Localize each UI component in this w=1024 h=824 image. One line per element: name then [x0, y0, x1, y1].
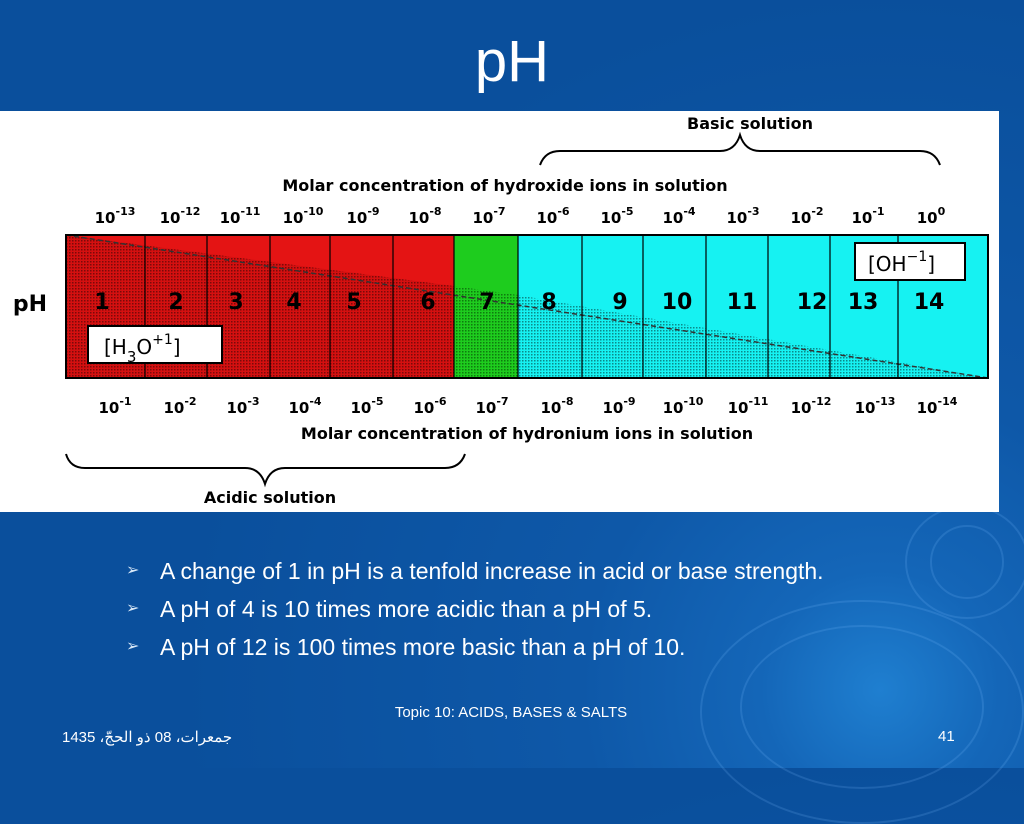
concentration-tick-label: 10-8	[408, 205, 441, 227]
concentration-tick-label: 10-8	[540, 395, 573, 417]
concentration-tick-label: 10-2	[163, 395, 196, 417]
ph-value-label: 6	[420, 290, 435, 315]
concentration-tick-label: 10-13	[855, 395, 896, 417]
slide-title: pH	[474, 29, 550, 94]
hydronium-shading-basic	[518, 295, 988, 378]
ph-value-label: 13	[848, 290, 879, 315]
concentration-tick-label: 10-13	[95, 205, 136, 227]
hydronium-axis-label: Molar concentration of hydronium ions in…	[301, 424, 753, 443]
ph-value-label: 5	[346, 290, 361, 315]
concentration-tick-label: 10-1	[851, 205, 884, 227]
ripple-decoration	[905, 505, 1024, 619]
concentration-tick-label: 10-10	[663, 395, 704, 417]
basic-solution-label: Basic solution	[687, 114, 813, 133]
hydronium-box: [H3O+1]	[87, 325, 223, 366]
h3o-label: [H3O+1]	[104, 332, 181, 366]
concentration-tick-label: 10-11	[220, 205, 261, 227]
footer-topic: Topic 10: ACIDS, BASES & SALTS	[394, 704, 628, 721]
bullet-list: ➢ A change of 1 in pH is a tenfold increa…	[120, 555, 880, 669]
bullet-item: ➢ A pH of 4 is 10 times more acidic than …	[120, 593, 880, 625]
footer-date: جمعرات، 08 ذو الحجّ، 1435	[62, 729, 233, 746]
diagonal-divider	[65, 234, 989, 379]
acidic-solution-brace	[65, 453, 466, 488]
ph-axis-label: pH	[13, 292, 47, 317]
concentration-tick-label: 10-12	[160, 205, 201, 227]
hydronium-tick-labels: 10-1 10-2 10-3 10-4 10-5 10-6 10-7 10-8 10-9 10-1…	[98, 395, 957, 417]
arrow-bullet-icon: ➢	[126, 600, 140, 617]
hydronium-shading-neutral	[454, 286, 518, 378]
bullet-item: ➢ A change of 1 in pH is a tenfold increa…	[120, 555, 880, 587]
ph-value-label: 2	[168, 290, 183, 315]
arrow-bullet-icon: ➢	[126, 638, 140, 655]
concentration-tick-label: 10-3	[726, 205, 759, 227]
hydroxide-box: [OH−1]	[854, 242, 966, 281]
basic-solution-brace	[539, 131, 941, 166]
concentration-tick-label: 10-14	[917, 395, 958, 417]
concentration-tick-label: 10-10	[283, 205, 324, 227]
concentration-tick-label: 10-6	[413, 395, 446, 417]
bullet-item: ➢ A pH of 12 is 100 times more basic than…	[120, 631, 880, 663]
bar-outline	[65, 234, 989, 379]
concentration-tick-label: 10-9	[346, 205, 379, 227]
concentration-tick-label: 10-11	[728, 395, 769, 417]
hydroxide-axis-label: Molar concentration of hydroxide ions in…	[282, 176, 727, 195]
concentration-tick-label: 10-12	[791, 395, 832, 417]
concentration-tick-label: 10-9	[602, 395, 635, 417]
acidic-solution-label: Acidic solution	[204, 488, 336, 507]
concentration-tick-label: 10-3	[226, 395, 259, 417]
oh-label: [OH−1]	[868, 249, 935, 276]
hydroxide-tick-labels: 10-13 10-12 10-11 10-10 10-9 10-8 10-7 10-6 10-5…	[95, 205, 946, 227]
ph-value-label: 1	[94, 290, 109, 315]
concentration-tick-label: 10-7	[472, 205, 505, 227]
ph-value-label: 12	[797, 290, 828, 315]
concentration-tick-label: 10-5	[350, 395, 383, 417]
ph-value-label: 4	[286, 290, 301, 315]
ph-value-label: 7	[479, 290, 494, 315]
ph-value-label: 10	[662, 290, 693, 315]
ph-value-label: 3	[228, 290, 243, 315]
concentration-tick-label: 10-4	[288, 395, 321, 417]
ph-value-label: 14	[914, 290, 945, 315]
ph-value-label: 8	[541, 290, 556, 315]
ph-scale-diagram: Basic solution Molar concentration of hy…	[0, 111, 999, 512]
slide-number: 41	[938, 728, 955, 745]
ph-value-label: 9	[612, 290, 627, 315]
concentration-tick-label: 10-2	[790, 205, 823, 227]
concentration-tick-label: 10-1	[98, 395, 131, 417]
ph-number-labels: 1 2 3 4 5 6 7 8 9 10 11 12 13 14	[94, 290, 944, 315]
ph-scale-graphic: Basic solution Molar concentration of hy…	[13, 114, 989, 507]
concentration-tick-label: 10-7	[475, 395, 508, 417]
concentration-tick-label: 10-5	[600, 205, 633, 227]
arrow-bullet-icon: ➢	[126, 562, 140, 579]
concentration-tick-label: 10-6	[536, 205, 569, 227]
ph-value-label: 11	[727, 290, 758, 315]
concentration-tick-label: 100	[917, 205, 946, 227]
concentration-tick-label: 10-4	[662, 205, 695, 227]
